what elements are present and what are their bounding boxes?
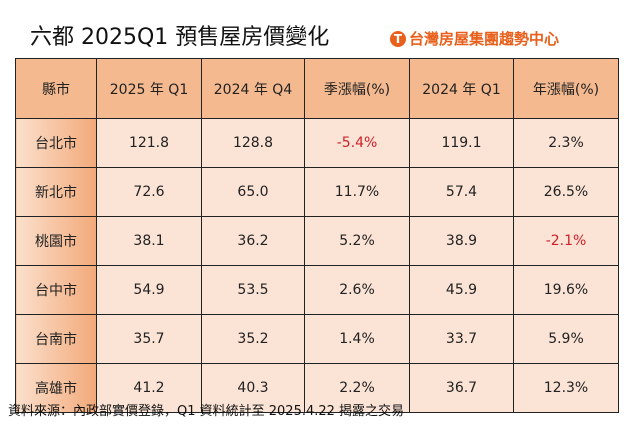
value-cell: 38.1 <box>96 216 202 266</box>
table-row: 桃園市 38.1 36.2 5.2% 38.9 -2.1% <box>15 216 619 266</box>
source-note: 資料來源：內政部實價登錄，Q1 資料統計至 2025.4.22 揭露之交易 <box>8 404 405 419</box>
value-cell: 2.2% <box>304 363 410 413</box>
table-row: 台中市 54.9 53.5 2.6% 45.9 19.6% <box>15 265 619 315</box>
value-cell: 26.5% <box>513 167 619 217</box>
value-cell: -5.4% <box>304 118 410 168</box>
value-cell: 53.5 <box>201 265 305 315</box>
column-header: 季漲幅(%) <box>304 58 410 119</box>
city-cell: 台南市 <box>15 314 97 364</box>
price-table: 縣市 2025 年 Q1 2024 年 Q4 季漲幅(%) 2024 年 Q1 年漲幅(%… <box>15 58 619 413</box>
header-row: 縣市 2025 年 Q1 2024 年 Q4 季漲幅(%) 2024 年 Q1 年漲幅(%… <box>15 58 619 119</box>
value-cell: 38.9 <box>409 216 514 266</box>
value-cell: 40.3 <box>201 363 305 413</box>
value-cell: 33.7 <box>409 314 514 364</box>
value-cell: 119.1 <box>409 118 514 168</box>
value-cell: 36.2 <box>201 216 305 266</box>
value-cell: 36.7 <box>409 363 514 413</box>
value-cell: 57.4 <box>409 167 514 217</box>
value-cell: 72.6 <box>96 167 202 217</box>
logo-text: 台灣房屋集團趨勢中心 <box>409 30 560 48</box>
value-cell: 5.9% <box>513 314 619 364</box>
city-cell: 台中市 <box>15 265 97 315</box>
logo-icon: T <box>390 30 406 47</box>
value-cell: 128.8 <box>201 118 305 168</box>
column-header: 2024 年 Q1 <box>409 58 514 119</box>
page-title: 六都 2025Q1 預售屋房價變化 <box>30 25 330 50</box>
brand-logo: T 台灣房屋集團趨勢中心 <box>390 28 559 49</box>
city-cell: 桃園市 <box>15 216 97 266</box>
table-row: 台南市 35.7 35.2 1.4% 33.7 5.9% <box>15 314 619 364</box>
column-header: 年漲幅(%) <box>513 58 619 119</box>
value-cell: 35.2 <box>201 314 305 364</box>
value-cell: 121.8 <box>96 118 202 168</box>
value-cell: -2.1% <box>513 216 619 266</box>
column-header: 2025 年 Q1 <box>96 58 202 119</box>
table-row: 新北市 72.6 65.0 11.7% 57.4 26.5% <box>15 167 619 217</box>
value-cell: 35.7 <box>96 314 202 364</box>
column-header: 縣市 <box>15 58 97 119</box>
value-cell: 54.9 <box>96 265 202 315</box>
table-row: 高雄市 41.2 40.3 2.2% 36.7 12.3% <box>15 363 619 413</box>
value-cell: 2.3% <box>513 118 619 168</box>
value-cell: 45.9 <box>409 265 514 315</box>
column-header: 2024 年 Q4 <box>201 58 305 119</box>
value-cell: 2.6% <box>304 265 410 315</box>
value-cell: 12.3% <box>513 363 619 413</box>
value-cell: 65.0 <box>201 167 305 217</box>
table-row: 台北市 121.8 128.8 -5.4% 119.1 2.3% <box>15 118 619 168</box>
city-cell: 高雄市 <box>15 363 97 413</box>
city-cell: 台北市 <box>15 118 97 168</box>
value-cell: 11.7% <box>304 167 410 217</box>
city-cell: 新北市 <box>15 167 97 217</box>
value-cell: 1.4% <box>304 314 410 364</box>
value-cell: 5.2% <box>304 216 410 266</box>
value-cell: 19.6% <box>513 265 619 315</box>
